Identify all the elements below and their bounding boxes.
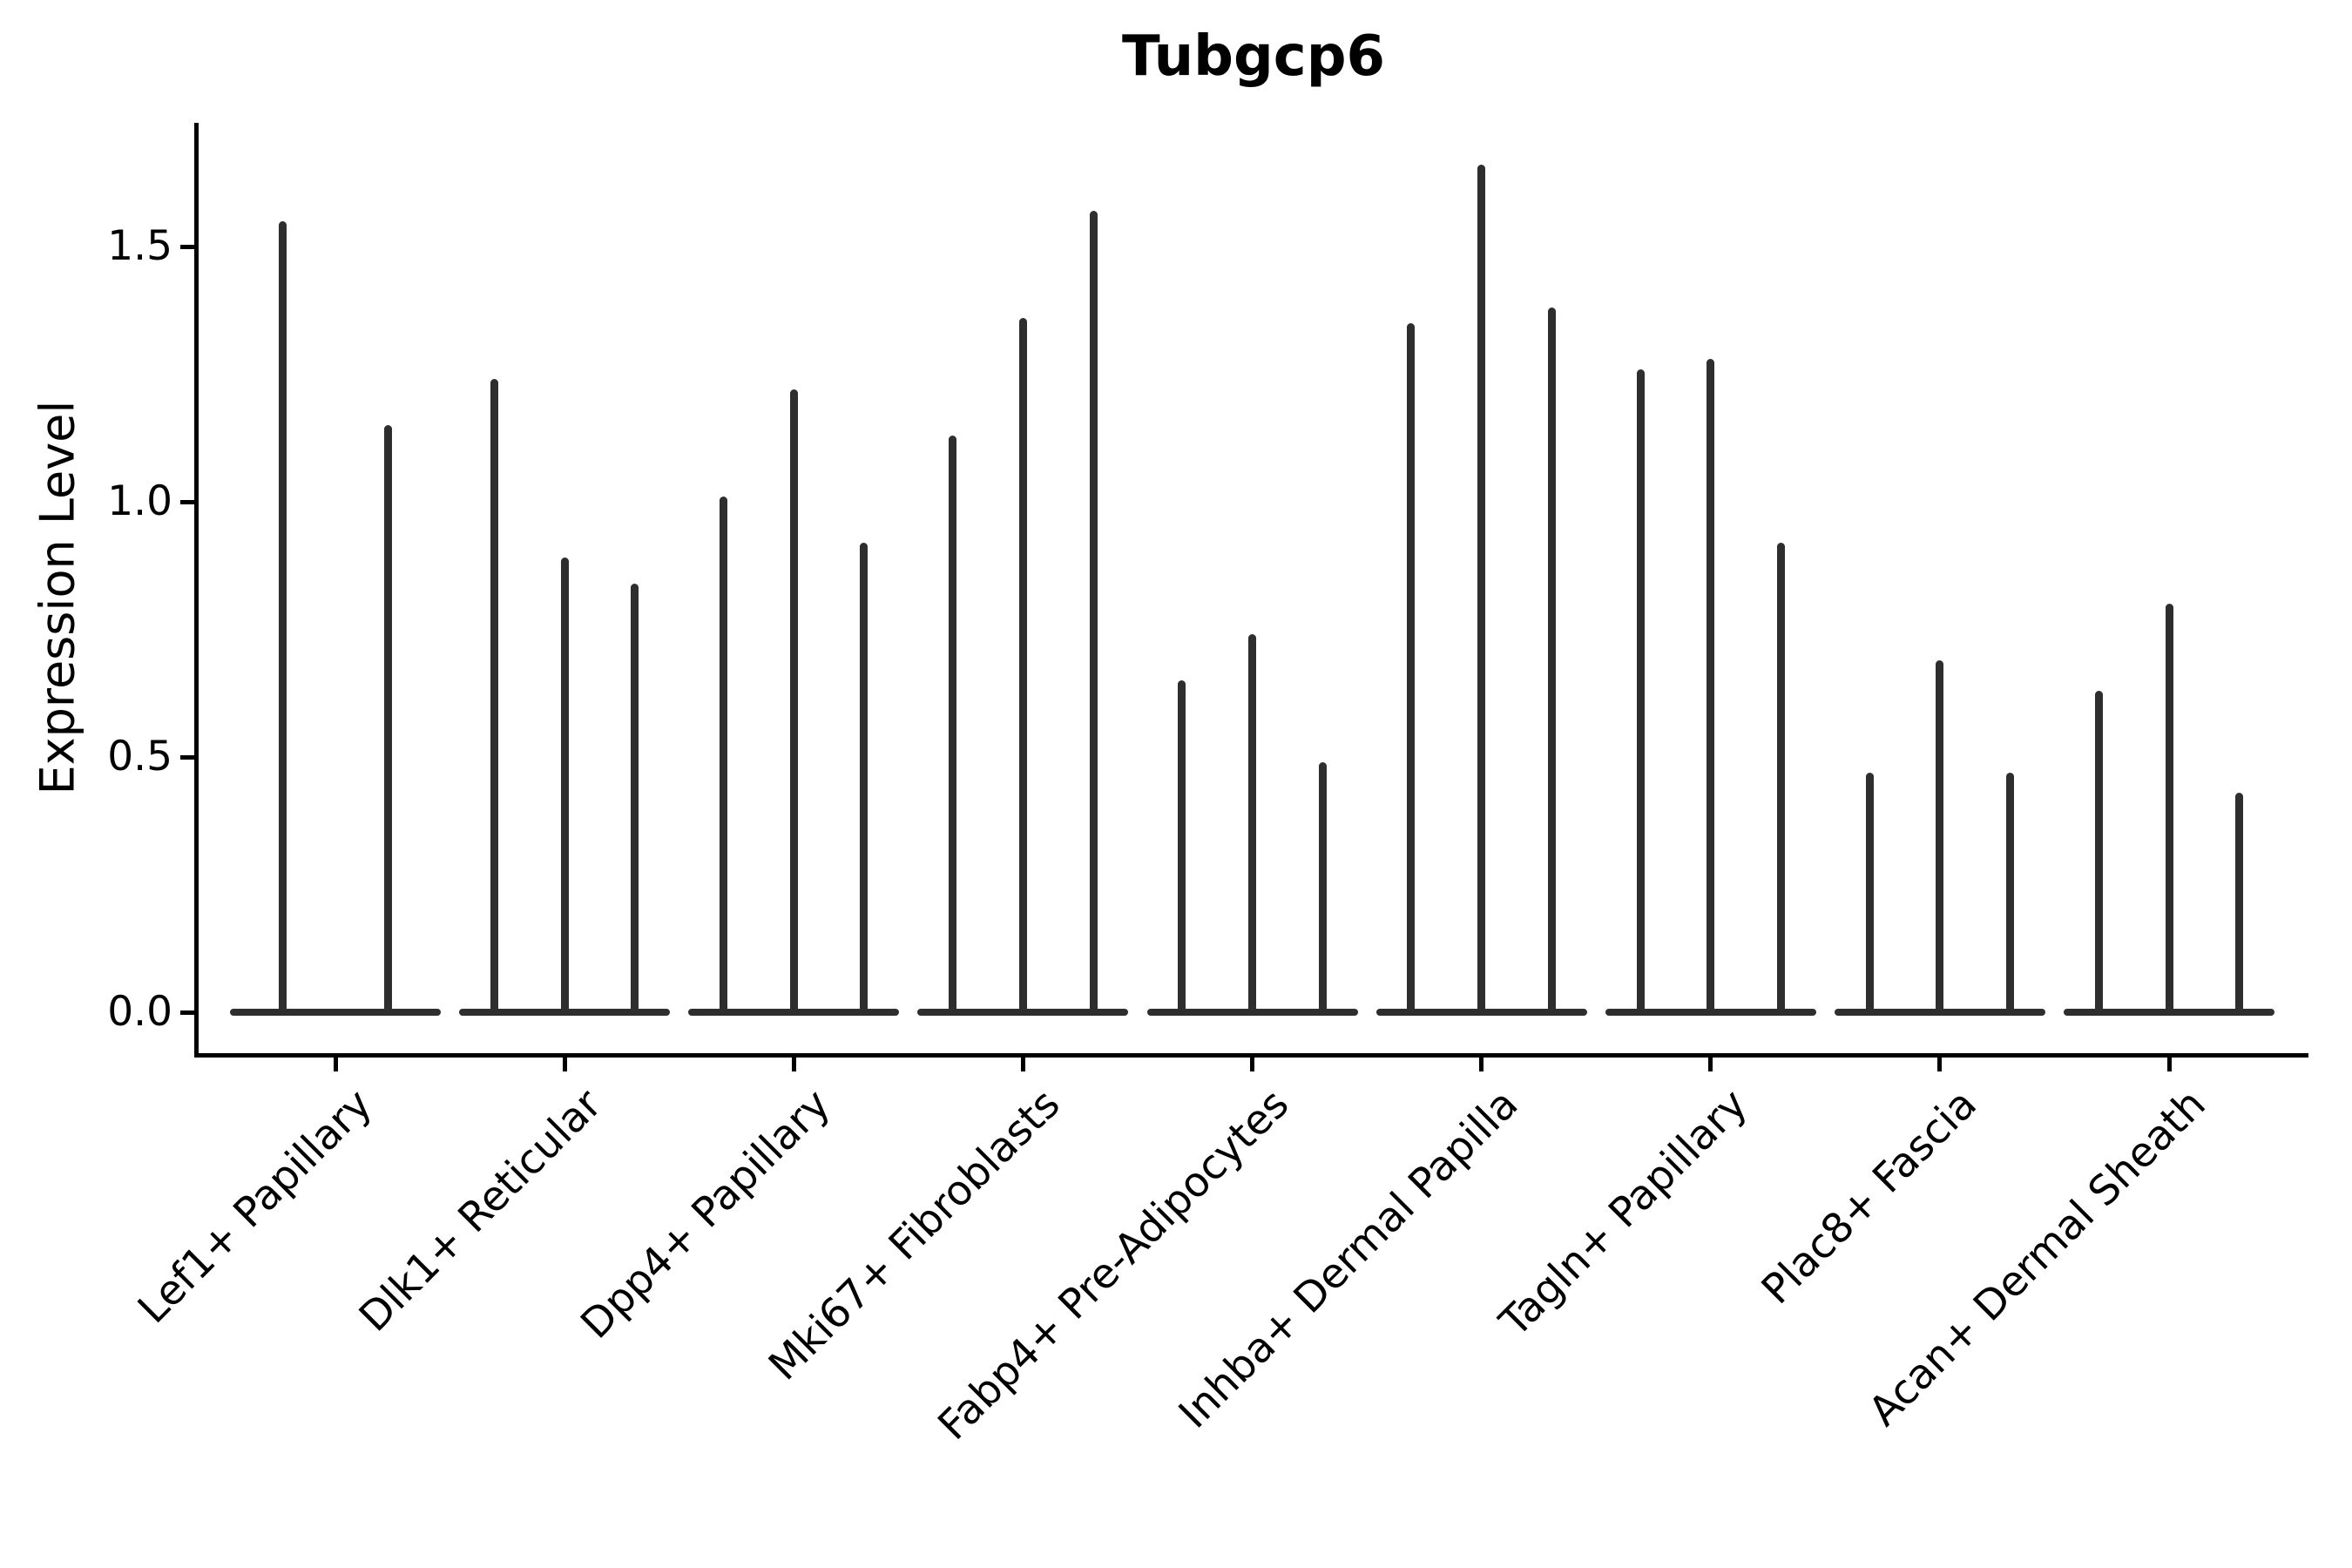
violin-spike bbox=[720, 497, 728, 1016]
violin-spike bbox=[1636, 368, 1645, 1016]
x-axis-spine bbox=[194, 1053, 2308, 1058]
violin-spike bbox=[1407, 322, 1416, 1016]
violin-spike bbox=[1018, 318, 1027, 1016]
violin-spike bbox=[1865, 772, 1874, 1016]
y-tick-mark bbox=[180, 754, 194, 760]
violin-spike bbox=[949, 435, 957, 1016]
x-tick-mark bbox=[791, 1058, 796, 1071]
x-tick-mark bbox=[1250, 1058, 1254, 1071]
violin-spike bbox=[560, 558, 569, 1016]
x-tick-mark bbox=[562, 1058, 567, 1071]
violin-spike bbox=[1707, 358, 1715, 1016]
y-tick-label: 0.5 bbox=[107, 733, 172, 781]
y-tick-label: 1.0 bbox=[107, 477, 172, 525]
y-tick-label: 0.0 bbox=[107, 988, 172, 1036]
x-tick-mark bbox=[333, 1058, 338, 1071]
y-tick-mark bbox=[180, 499, 194, 504]
violin-spike bbox=[384, 425, 392, 1016]
violin-spike bbox=[2094, 690, 2103, 1016]
x-tick-mark bbox=[1937, 1058, 1943, 1071]
violin-spike bbox=[1178, 680, 1186, 1016]
violin-spike bbox=[2165, 604, 2173, 1016]
violin-spike bbox=[1477, 165, 1486, 1016]
x-tick-label: Plac8+ Fascia bbox=[1752, 1080, 1986, 1314]
x-tick-mark bbox=[1708, 1058, 1713, 1071]
violin-spike bbox=[1318, 761, 1327, 1016]
x-tick-label: Lef1+ Papillary bbox=[128, 1080, 382, 1333]
violin-spike bbox=[631, 583, 639, 1016]
violin-spike bbox=[2006, 772, 2015, 1016]
x-tick-mark bbox=[1479, 1058, 1484, 1071]
violin-spike bbox=[2235, 793, 2244, 1016]
violin-spike bbox=[490, 379, 498, 1016]
x-tick-mark bbox=[1020, 1058, 1025, 1071]
y-axis-spine bbox=[194, 123, 199, 1058]
y-tick-label: 1.5 bbox=[107, 222, 172, 270]
x-tick-label: Tagln+ Papillary bbox=[1490, 1080, 1757, 1347]
violin-base bbox=[230, 1009, 441, 1016]
y-tick-mark bbox=[180, 244, 194, 249]
violin-spike bbox=[789, 389, 798, 1016]
violin-spike bbox=[1089, 210, 1098, 1016]
x-tick-mark bbox=[2166, 1058, 2172, 1071]
violin-spike bbox=[1936, 659, 1944, 1016]
x-tick-label: Dlk1+ Reticular bbox=[349, 1080, 612, 1342]
x-tick-label: Dpp4+ Papillary bbox=[571, 1080, 841, 1348]
violin-spike bbox=[279, 220, 287, 1016]
chart-title: Tubgcp6 bbox=[1121, 24, 1386, 89]
y-tick-mark bbox=[180, 1010, 194, 1015]
violin-spike bbox=[860, 542, 868, 1016]
violin-spike bbox=[1248, 634, 1256, 1016]
violin-spike bbox=[1776, 542, 1785, 1016]
violin-spike bbox=[1547, 308, 1556, 1016]
